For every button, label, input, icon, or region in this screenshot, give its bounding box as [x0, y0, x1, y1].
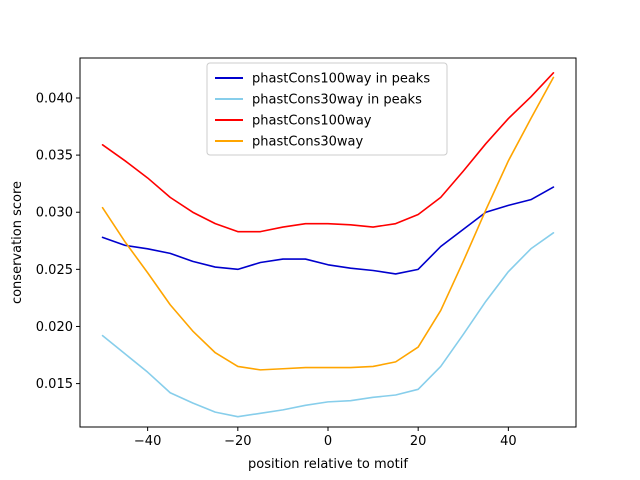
x-tick-label: 0 — [324, 434, 332, 449]
x-tick-label: −40 — [134, 434, 161, 449]
legend-label: phastCons30way in peaks — [252, 93, 422, 108]
legend: phastCons100way in peaks phastCons30way i… — [206, 62, 448, 156]
legend-label: phastCons30way — [252, 135, 364, 150]
x-tick-label: −20 — [224, 434, 251, 449]
y-tick-label: 0.040 — [36, 91, 73, 106]
legend-label: phastCons100way in peaks — [252, 72, 430, 87]
y-tick-label: 0.025 — [36, 263, 73, 278]
series-line-4 — [101, 76, 555, 371]
x-axis: −40 −20 0 20 40 — [134, 427, 517, 449]
y-tick-label: 0.030 — [36, 206, 73, 221]
x-axis-label: position relative to motif — [248, 457, 408, 472]
series-line-1 — [101, 186, 555, 275]
y-tick-label: 0.020 — [36, 320, 73, 335]
y-axis-label: conservation score — [10, 181, 25, 304]
y-axis: 0.015 0.020 0.025 0.030 0.035 0.040 — [36, 91, 80, 392]
x-tick-label: 20 — [410, 434, 427, 449]
legend-label: phastCons100way — [252, 114, 372, 129]
series-line-3 — [101, 72, 555, 233]
legend-box — [206, 62, 448, 156]
y-tick-label: 0.035 — [36, 149, 73, 164]
series-line-2 — [101, 231, 555, 418]
y-tick-label: 0.015 — [36, 377, 73, 392]
x-tick-label: 40 — [500, 434, 517, 449]
series-layer — [101, 72, 555, 418]
